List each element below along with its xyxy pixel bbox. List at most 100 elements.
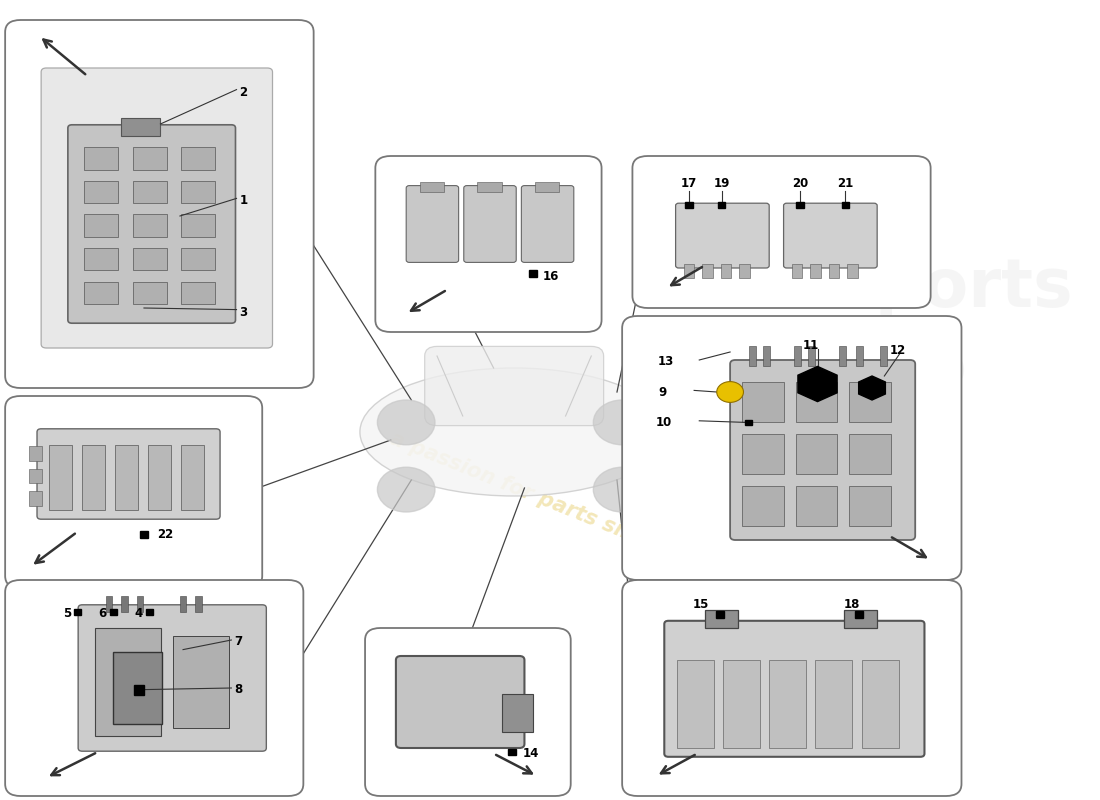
Bar [145,610,153,614]
Text: 15: 15 [693,598,710,610]
Bar [796,486,837,526]
FancyBboxPatch shape [632,156,931,308]
Text: 10: 10 [656,416,672,429]
Bar [684,264,694,278]
Bar [121,596,128,612]
Bar [745,419,752,426]
FancyBboxPatch shape [464,186,516,262]
Bar [419,182,444,192]
Bar [508,749,516,755]
FancyBboxPatch shape [375,156,602,332]
Circle shape [377,467,434,512]
Bar [808,346,815,366]
Bar [182,181,214,203]
Bar [477,182,502,192]
Bar [796,202,804,207]
Text: 7: 7 [234,635,243,648]
Bar [849,434,891,474]
Circle shape [593,467,651,512]
Circle shape [377,400,434,445]
Text: 13: 13 [658,355,674,368]
FancyBboxPatch shape [41,68,273,348]
Bar [116,445,138,510]
Text: autosports: autosports [666,255,1072,321]
Bar [110,610,117,614]
Bar [794,346,801,366]
Bar [85,214,119,237]
Circle shape [717,382,744,402]
Bar [173,636,229,728]
Bar [133,248,166,270]
Bar [716,611,724,618]
Bar [796,382,837,422]
FancyBboxPatch shape [623,316,961,580]
Bar [95,628,162,736]
FancyBboxPatch shape [365,628,571,796]
Text: 16: 16 [543,270,559,282]
Bar [182,282,214,304]
FancyBboxPatch shape [406,186,459,262]
Bar [85,147,119,170]
Bar [182,445,204,510]
FancyBboxPatch shape [6,580,304,796]
Bar [685,202,693,207]
Polygon shape [859,376,886,400]
Bar [718,202,726,207]
Text: 22: 22 [157,528,174,541]
Bar [769,660,806,748]
Bar [113,652,163,724]
Text: 18: 18 [844,598,859,610]
Bar [133,181,166,203]
Text: 6: 6 [99,607,107,620]
Text: 9: 9 [658,386,667,398]
Bar [182,147,214,170]
FancyBboxPatch shape [623,580,961,796]
Bar [856,346,862,366]
Bar [50,445,72,510]
Text: 5: 5 [63,607,72,620]
Bar [702,264,713,278]
Bar [723,660,760,748]
Text: 20: 20 [792,177,808,190]
Bar [742,382,783,422]
Bar [148,445,170,510]
FancyBboxPatch shape [783,203,877,268]
Bar [861,660,899,748]
FancyBboxPatch shape [37,429,220,519]
Text: 12: 12 [890,344,906,357]
Bar [182,214,214,237]
Bar [849,486,891,526]
Text: 19: 19 [714,177,730,190]
Bar [196,596,201,612]
Text: 1: 1 [240,194,248,206]
Circle shape [593,400,651,445]
Polygon shape [798,366,837,402]
Text: 2: 2 [240,86,248,98]
Bar [742,434,783,474]
Bar [849,382,891,422]
Bar [133,214,166,237]
Bar [742,486,783,526]
Bar [133,282,166,304]
Bar [502,694,532,732]
Bar [796,434,837,474]
FancyBboxPatch shape [68,125,235,323]
Text: 17: 17 [681,177,697,190]
Bar [535,182,560,192]
Bar [180,596,186,612]
Bar [85,248,119,270]
Ellipse shape [360,368,669,496]
Bar [133,147,166,170]
Bar [828,264,839,278]
Bar [845,610,877,628]
FancyBboxPatch shape [664,621,924,757]
Bar [792,264,802,278]
Bar [106,596,112,612]
FancyBboxPatch shape [675,203,769,268]
Text: 14: 14 [522,747,539,760]
Bar [676,660,714,748]
Text: 11: 11 [802,339,818,352]
Text: 1985: 1985 [769,334,969,402]
Bar [29,469,42,483]
FancyBboxPatch shape [6,396,262,588]
